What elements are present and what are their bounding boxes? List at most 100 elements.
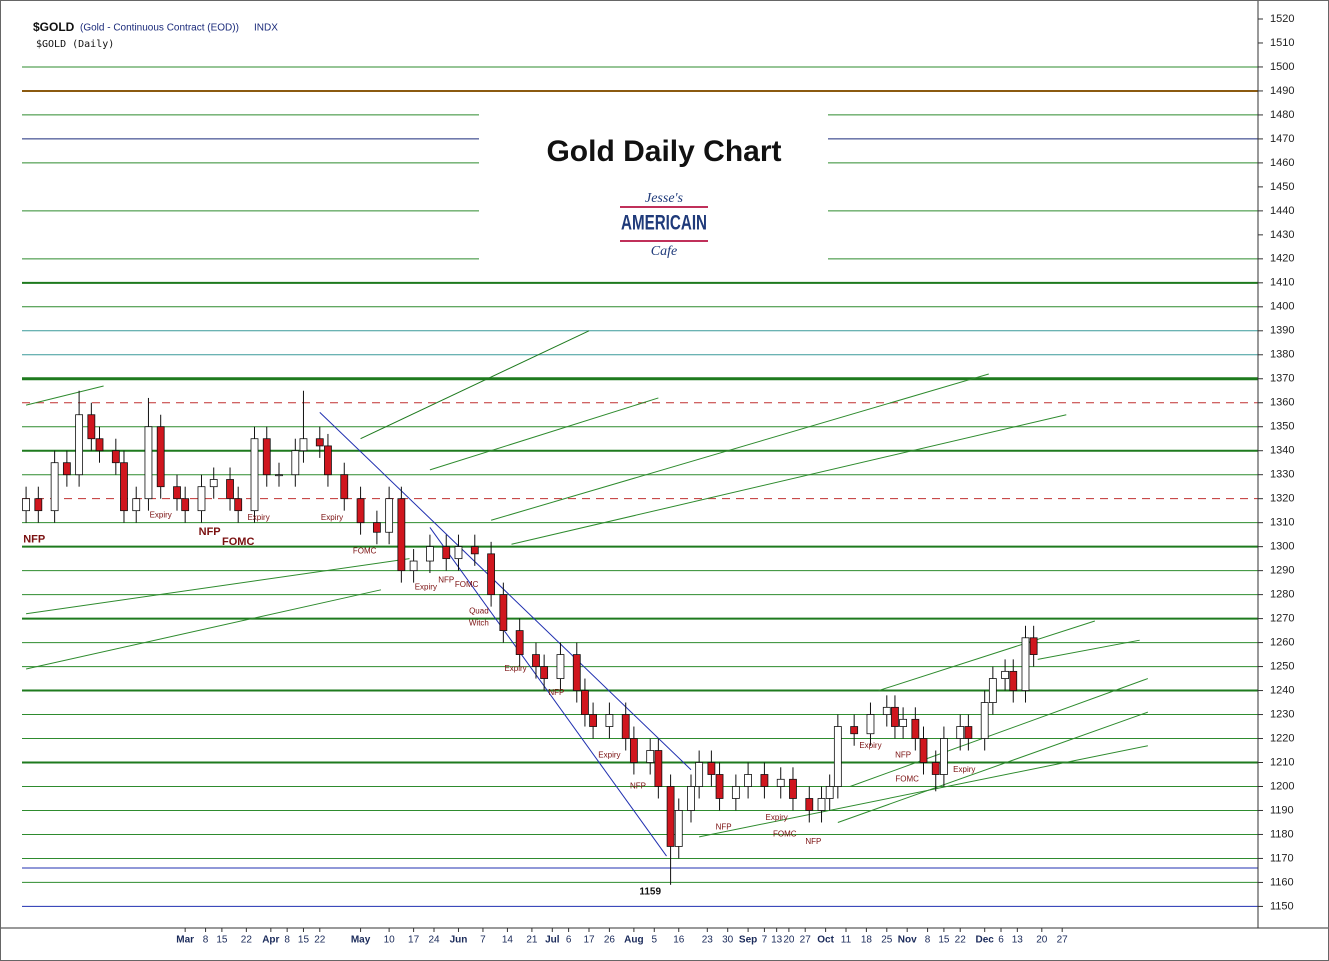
trendline [360,330,590,440]
candle-body [173,486,181,500]
annotation: Witch [469,619,489,628]
trendline [511,414,1067,545]
x-tick-label: 22 [955,935,967,946]
candle-body [397,498,406,572]
y-tick-label: 1390 [1270,325,1294,337]
annotation: Expiry [766,813,788,822]
annotation: Expiry [859,741,881,750]
candles [22,390,1038,885]
annotation: FOMC [895,774,919,783]
candle-body [385,498,394,533]
candle-body [426,546,434,562]
candle-body [940,738,948,775]
candle-body [442,546,451,560]
x-tick-label: Apr [262,935,279,946]
candle-body [226,479,234,500]
candle-body [988,678,997,703]
candle-body [744,774,752,787]
y-tick-label: 1190 [1270,804,1294,816]
y-tick-label: 1470 [1270,133,1294,145]
x-tick-label: 7 [480,935,486,946]
candle-body [515,630,524,655]
x-tick-label: 14 [502,935,514,946]
candle-body [315,438,324,447]
annotation: Expiry [321,513,343,522]
candle-body [899,718,908,727]
annotation: Quad [469,607,489,616]
candle-body [156,426,165,488]
chart-title: Gold Daily Chart [546,135,781,168]
candle-body [62,462,71,476]
y-tick-label: 1380 [1270,349,1294,361]
candle-body [1009,670,1018,691]
y-tick-label: 1350 [1270,421,1294,433]
annotation: NFP [548,688,564,697]
x-tick-label: Aug [624,935,643,946]
candle-body [911,718,920,739]
trendline [26,558,410,615]
trendline [25,589,382,670]
annotation: Expiry [415,583,437,592]
x-tick-label: 27 [1057,935,1069,946]
y-tick-label: 1220 [1270,732,1294,744]
x-tick-label: Mar [176,935,194,946]
logo: Jesse's AMERICAIN Cafe [620,191,708,259]
candle-body [209,479,218,488]
y-tick-label: 1150 [1270,900,1294,912]
x-tick-label: Oct [817,935,834,946]
candle-body [340,474,349,500]
candle-body [833,726,842,787]
candle-body [356,498,365,524]
annotation: NFP [630,782,646,791]
x-tick-label: 8 [284,935,290,946]
candle-body [144,426,153,500]
y-tick-label: 1340 [1270,445,1294,457]
candle-body [1001,670,1009,679]
candle-body [556,654,565,679]
candle-body [621,714,630,739]
y-tick-label: 1240 [1270,684,1294,696]
candle-body [454,546,463,560]
x-tick-label: 21 [526,935,538,946]
annotation: Expiry [953,765,975,774]
candle-body [776,778,785,787]
y-tick-label: 1480 [1270,109,1294,121]
annotation: Expiry [150,511,172,520]
candle-body [654,750,663,787]
candle-body [695,762,704,787]
candle-body [372,522,381,533]
trendline [319,411,692,771]
x-tick-label: 7 [762,935,768,946]
candle-body [666,786,675,847]
trendlines [25,330,1149,857]
y-tick-label: 1520 [1270,13,1294,25]
candle-body [75,414,84,476]
x-tick-label: 26 [604,935,616,946]
y-tick-label: 1160 [1270,876,1294,888]
candle-body [760,774,769,787]
candle-body [470,546,479,555]
x-tick-label: Jul [545,935,560,946]
x-tick-label: 17 [583,935,595,946]
candle-body [919,738,928,763]
annotation: Expiry [504,664,526,673]
annotation: NFP [716,822,732,831]
x-tick-label: Sep [739,935,757,946]
candle-body [111,450,120,464]
x-tick-label: 24 [428,935,440,946]
candle-body [499,594,508,631]
y-tick-label: 1260 [1270,636,1294,648]
candle-body [964,726,973,739]
y-tick-label: 1370 [1270,373,1294,385]
x-tick-label: 6 [566,935,572,946]
candle-body [817,798,826,811]
title-backdrop [479,104,828,266]
y-tick-label: 1460 [1270,157,1294,169]
trendline [1037,639,1140,660]
x-tick-label: 20 [1036,935,1048,946]
candle-body [291,450,300,476]
trendline [699,745,1148,838]
y-tick-label: 1500 [1270,61,1294,73]
x-tick-label: 18 [861,935,873,946]
